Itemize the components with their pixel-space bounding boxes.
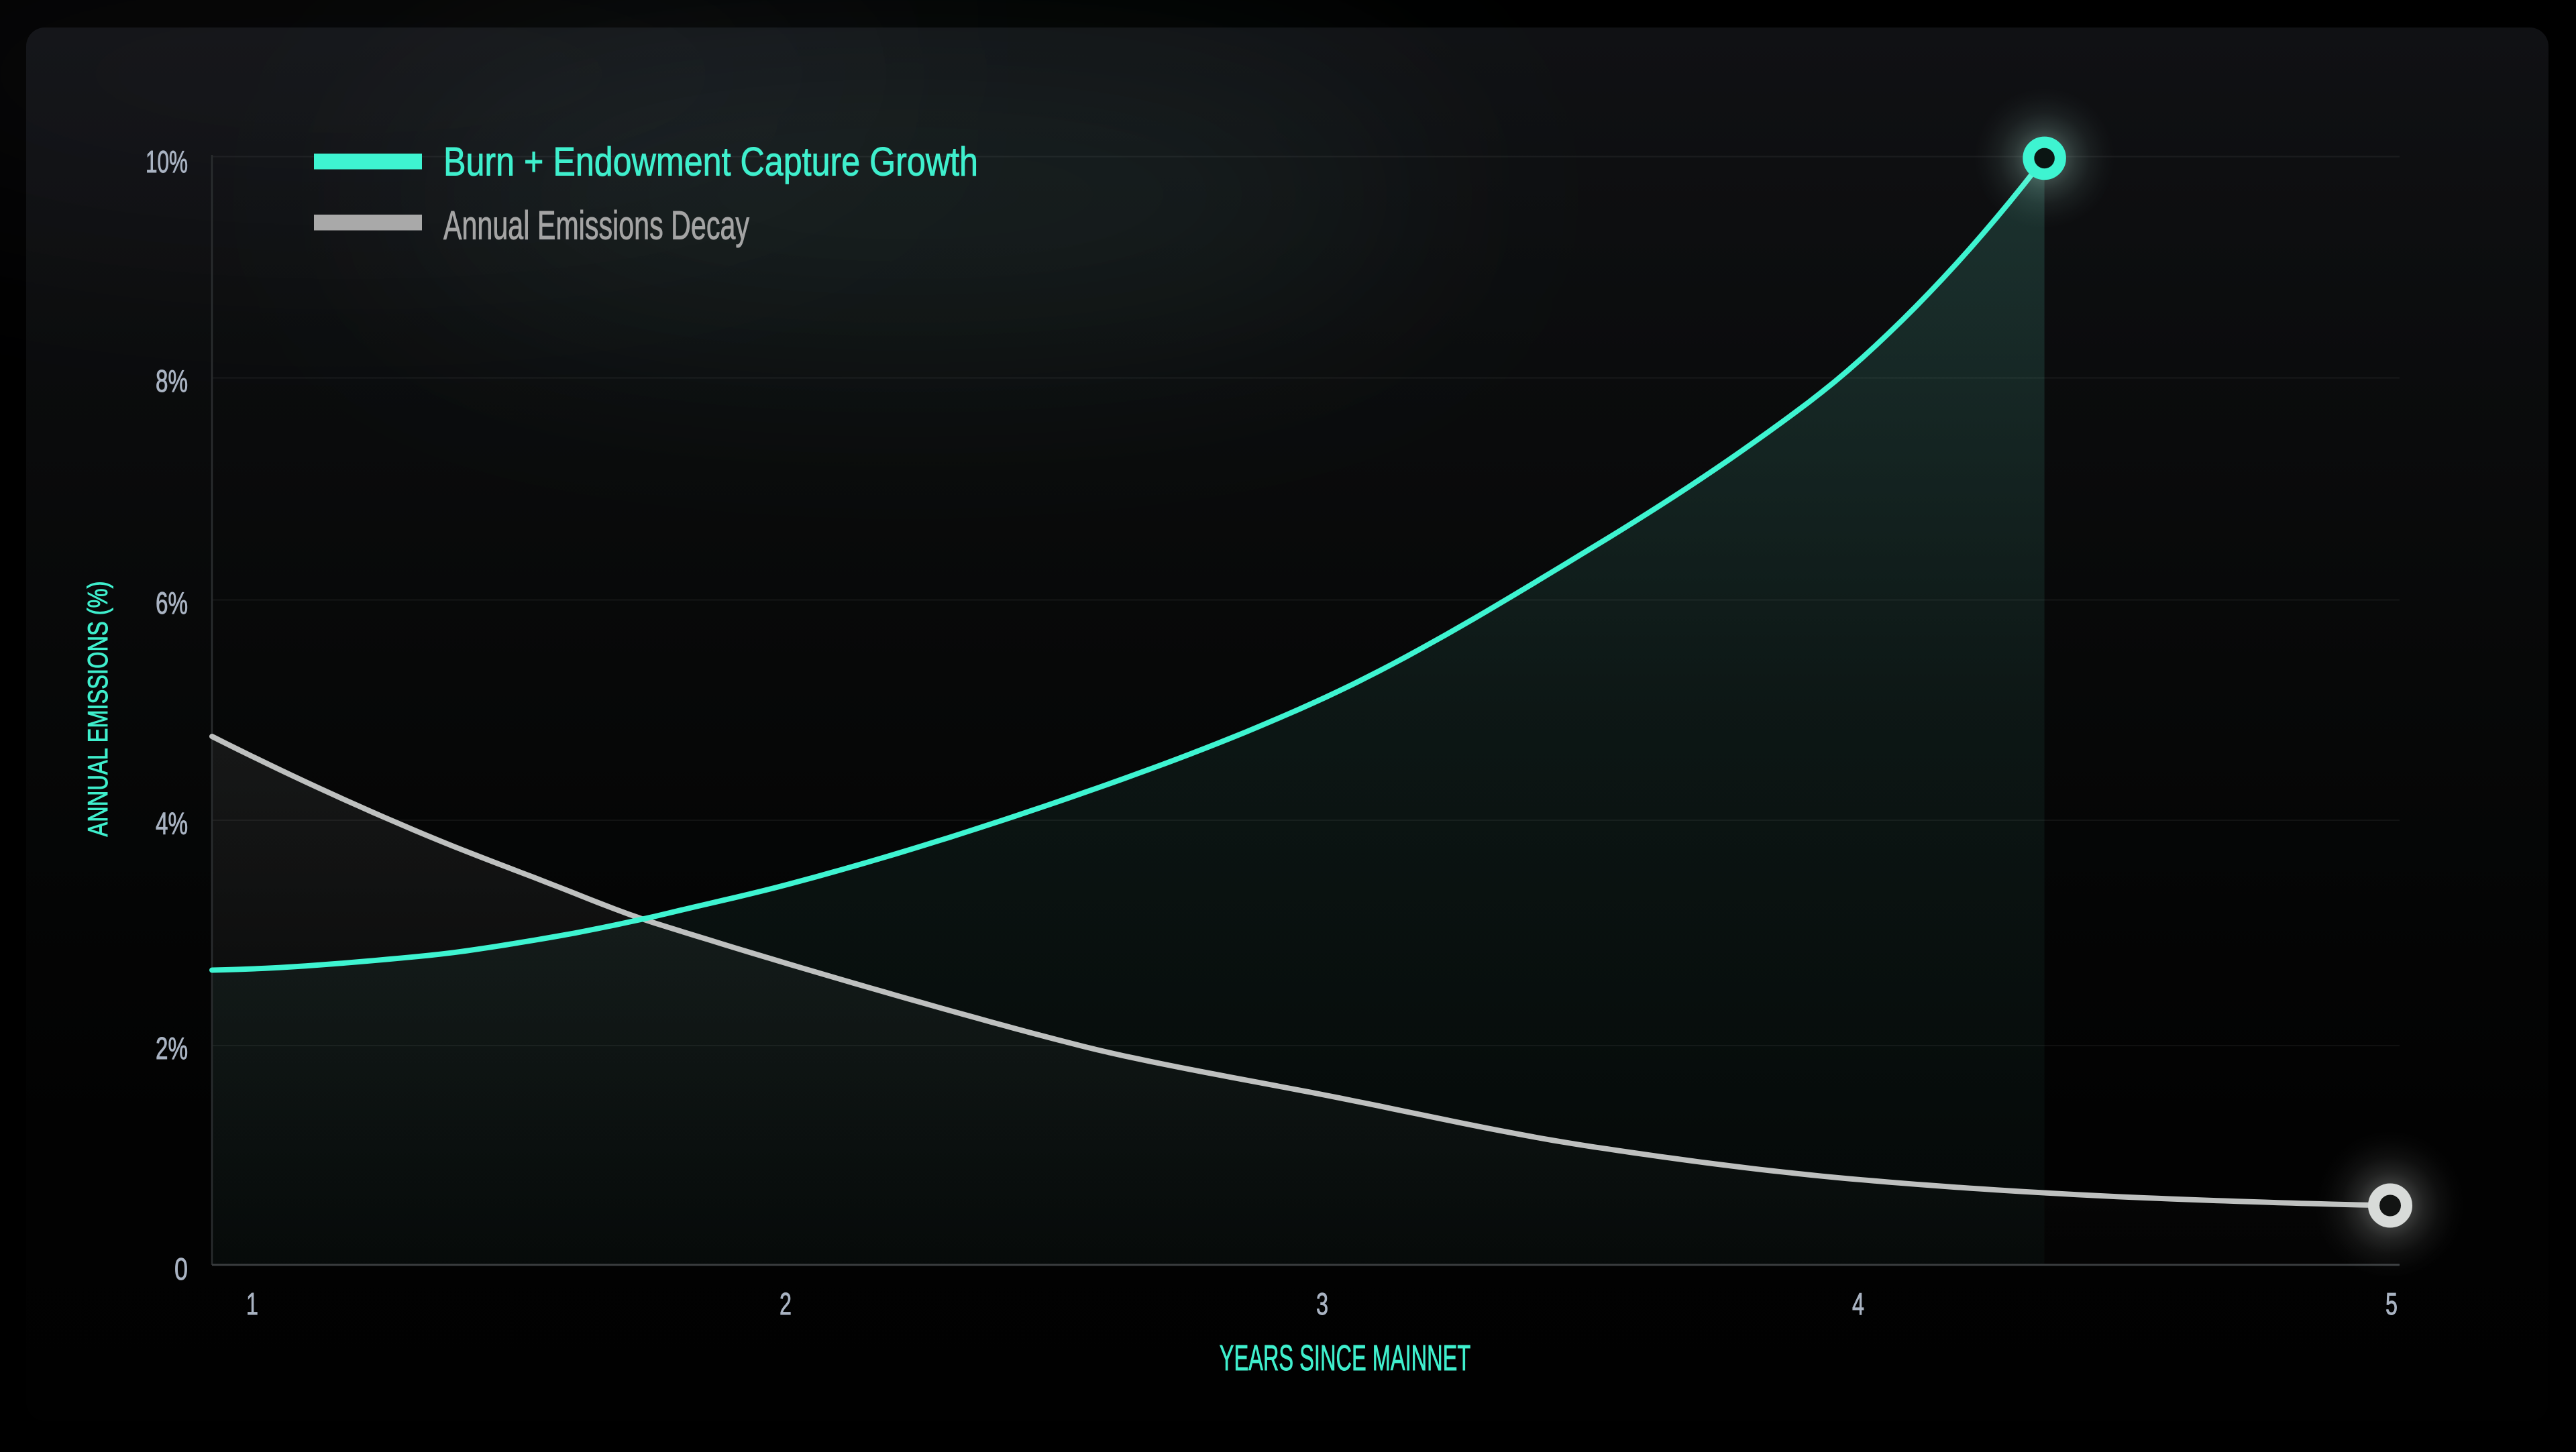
svg-text:4%: 4% — [156, 806, 188, 841]
svg-text:Burn + Endowment Capture Growt: Burn + Endowment Capture Growth — [443, 139, 978, 184]
svg-text:1: 1 — [246, 1286, 258, 1321]
svg-text:5: 5 — [2385, 1286, 2398, 1321]
svg-text:4: 4 — [1852, 1286, 1864, 1321]
svg-text:6%: 6% — [156, 585, 188, 620]
svg-text:0: 0 — [174, 1251, 188, 1286]
svg-text:ANNUAL EMISSIONS (%): ANNUAL EMISSIONS (%) — [82, 581, 113, 837]
svg-text:3: 3 — [1316, 1286, 1328, 1321]
svg-text:10%: 10% — [146, 144, 188, 179]
svg-text:8%: 8% — [156, 364, 188, 398]
svg-text:2: 2 — [780, 1286, 792, 1321]
svg-text:YEARS SINCE MAINNET: YEARS SINCE MAINNET — [1220, 1338, 1471, 1378]
svg-text:Annual Emissions Decay: Annual Emissions Decay — [443, 203, 749, 248]
svg-text:2%: 2% — [156, 1031, 188, 1066]
